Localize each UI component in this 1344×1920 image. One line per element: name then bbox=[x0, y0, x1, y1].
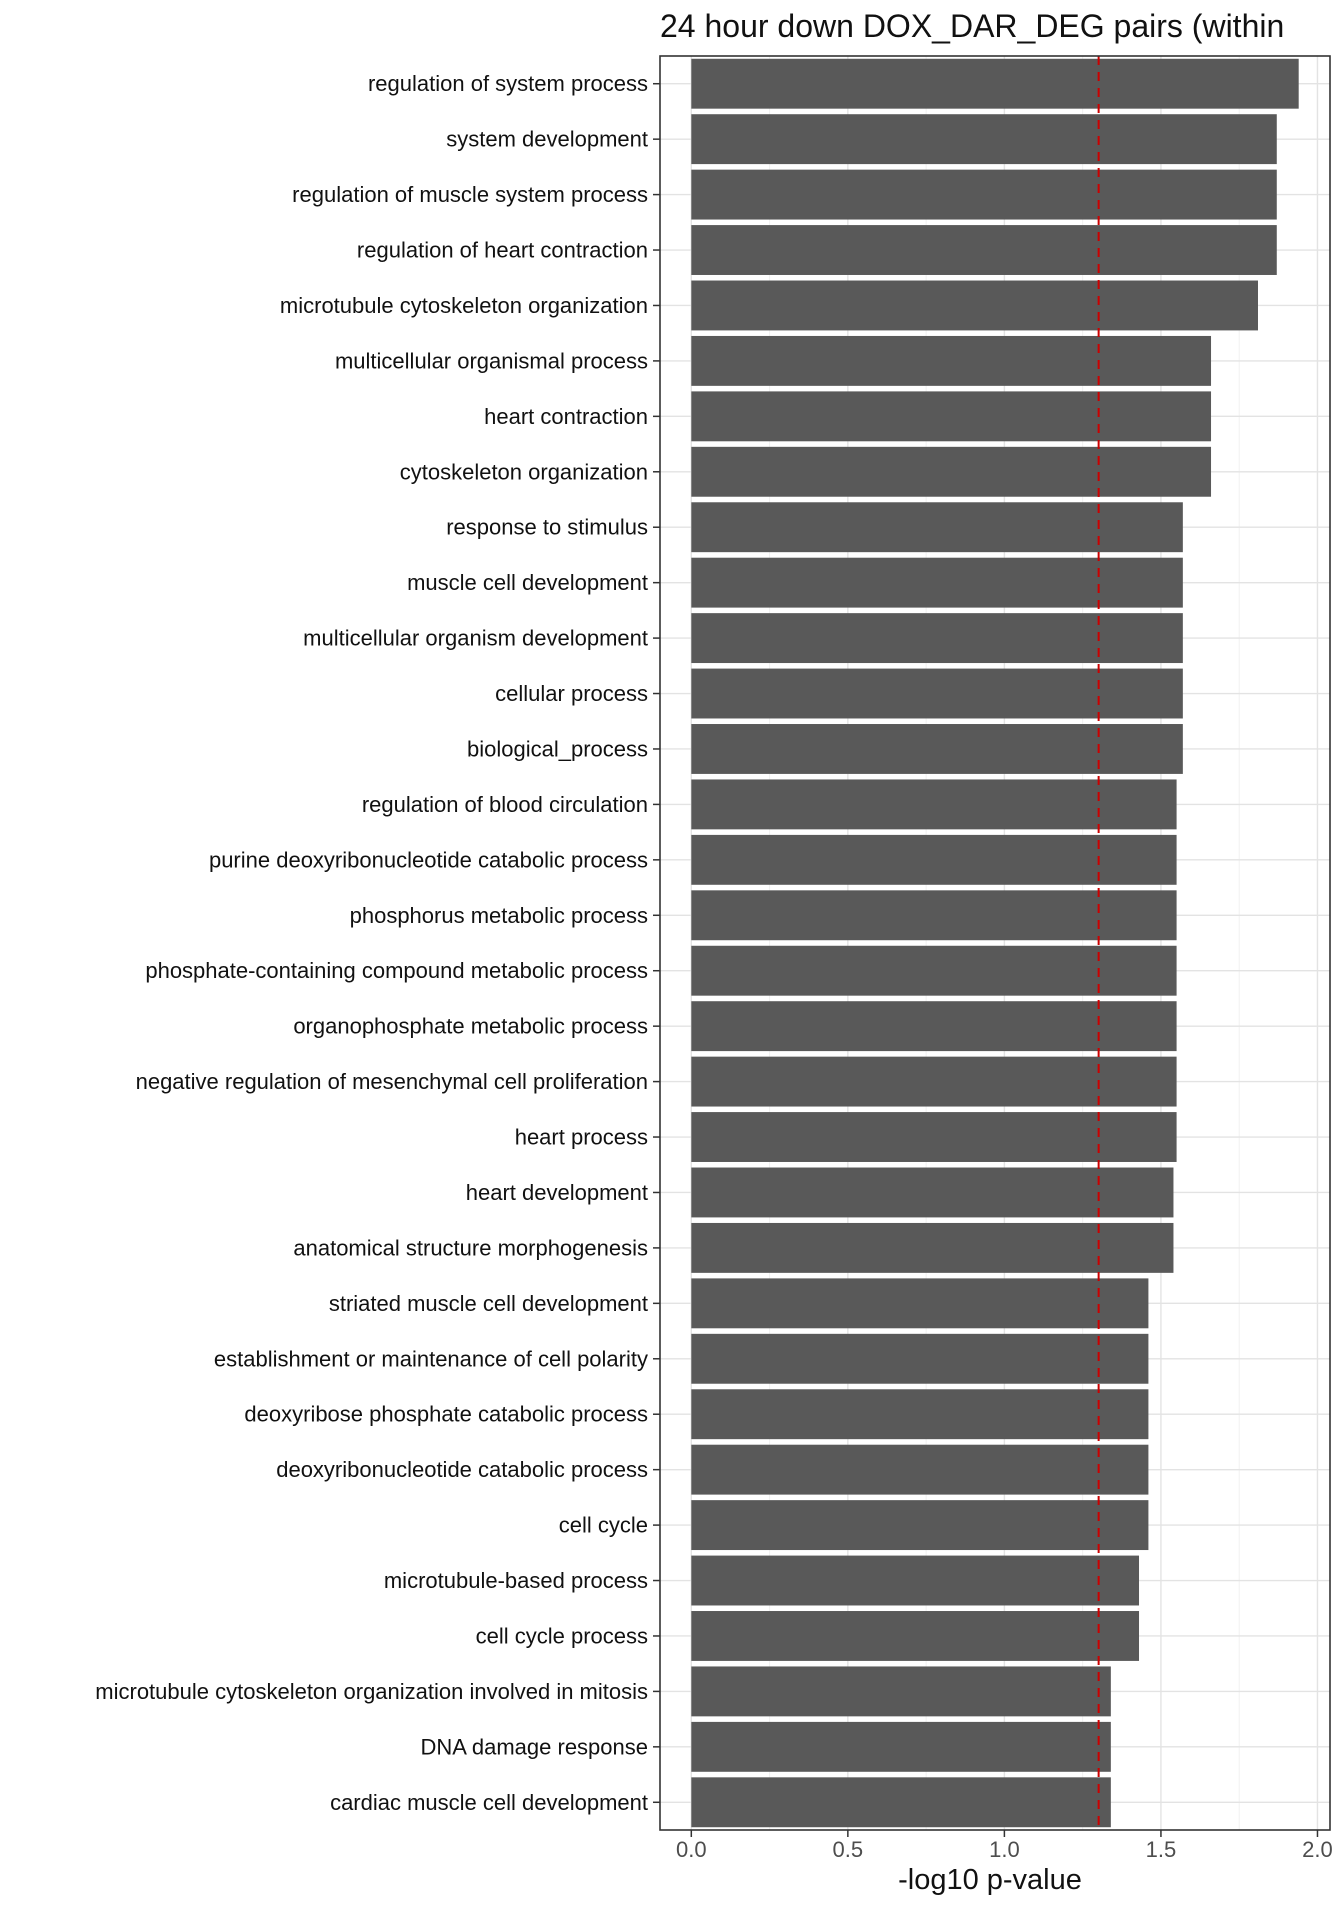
bar bbox=[691, 1721, 1111, 1772]
y-tick-label: striated muscle cell development bbox=[329, 1291, 648, 1316]
bar bbox=[691, 1001, 1177, 1052]
x-tick-label: 1.0 bbox=[989, 1837, 1020, 1862]
bar bbox=[691, 1611, 1140, 1661]
y-tick-label: regulation of system process bbox=[368, 71, 648, 96]
bar bbox=[691, 1555, 1140, 1606]
x-tick-label: 0.0 bbox=[676, 1837, 707, 1862]
x-tick-label: 1.5 bbox=[1146, 1837, 1177, 1862]
y-tick-label: microtubule-based process bbox=[384, 1568, 648, 1593]
y-tick-label: cardiac muscle cell development bbox=[330, 1790, 648, 1815]
bar bbox=[691, 557, 1183, 608]
bar bbox=[691, 58, 1299, 109]
y-tick-label: regulation of muscle system process bbox=[292, 182, 648, 207]
bar bbox=[691, 391, 1212, 442]
y-tick-label: muscle cell development bbox=[407, 570, 648, 595]
y-tick-label: phosphate-containing compound metabolic … bbox=[145, 958, 648, 983]
y-tick-label: negative regulation of mesenchymal cell … bbox=[136, 1069, 648, 1094]
y-tick-label: microtubule cytoskeleton organization bbox=[280, 293, 648, 318]
bar bbox=[691, 225, 1277, 275]
y-tick-label: heart process bbox=[515, 1125, 648, 1150]
bar bbox=[691, 114, 1277, 165]
bar bbox=[691, 613, 1183, 664]
y-tick-label: system development bbox=[446, 127, 648, 152]
y-tick-label: anatomical structure morphogenesis bbox=[293, 1235, 648, 1260]
bar bbox=[691, 1278, 1149, 1329]
bar bbox=[691, 169, 1277, 220]
bar bbox=[691, 446, 1212, 497]
bar bbox=[691, 1389, 1149, 1440]
bar bbox=[691, 1222, 1174, 1273]
bar bbox=[691, 1167, 1174, 1218]
bar bbox=[691, 1112, 1177, 1162]
bar bbox=[691, 945, 1177, 996]
bar bbox=[691, 1666, 1111, 1717]
y-tick-label: heart development bbox=[466, 1180, 648, 1205]
panel-border bbox=[659, 55, 1331, 1831]
y-tick-label: establishment or maintenance of cell pol… bbox=[214, 1346, 648, 1371]
y-tick-label: organophosphate metabolic process bbox=[293, 1014, 648, 1039]
y-tick-label: cellular process bbox=[495, 681, 648, 706]
bar bbox=[691, 724, 1183, 774]
y-tick-label: microtubule cytoskeleton organization in… bbox=[95, 1679, 648, 1704]
y-tick-label: regulation of heart contraction bbox=[357, 238, 648, 263]
bar bbox=[691, 280, 1258, 331]
y-tick-label: heart contraction bbox=[484, 404, 648, 429]
y-tick-label: purine deoxyribonucleotide catabolic pro… bbox=[209, 847, 648, 872]
bar bbox=[691, 834, 1177, 885]
chart-title: 24 hour down DOX_DAR_DEG pairs (within bbox=[660, 8, 1285, 44]
bar bbox=[691, 335, 1212, 386]
y-tick-label: deoxyribose phosphate catabolic process bbox=[244, 1402, 648, 1427]
y-tick-label: biological_process bbox=[467, 736, 648, 761]
y-tick-label: cell cycle bbox=[559, 1513, 648, 1538]
y-tick-label: phosphorus metabolic process bbox=[350, 903, 648, 928]
bar bbox=[691, 1056, 1177, 1107]
y-tick-label: multicellular organismal process bbox=[335, 348, 648, 373]
bar bbox=[691, 1777, 1111, 1828]
bar bbox=[691, 1500, 1149, 1551]
x-tick-label: 0.5 bbox=[833, 1837, 864, 1862]
x-tick-label: 2.0 bbox=[1302, 1837, 1333, 1862]
bar bbox=[691, 668, 1183, 719]
bar bbox=[691, 502, 1183, 553]
y-tick-label: cytoskeleton organization bbox=[400, 459, 648, 484]
bar bbox=[691, 1444, 1149, 1495]
y-tick-label: response to stimulus bbox=[446, 515, 648, 540]
y-tick-label: regulation of blood circulation bbox=[362, 792, 648, 817]
bar bbox=[691, 779, 1177, 830]
y-tick-label: cell cycle process bbox=[476, 1623, 648, 1648]
y-tick-label: DNA damage response bbox=[421, 1734, 648, 1759]
bar bbox=[691, 890, 1177, 941]
y-tick-label: deoxyribonucleotide catabolic process bbox=[276, 1457, 648, 1482]
x-axis-title: -log10 p-value bbox=[898, 1864, 1082, 1896]
y-tick-label: multicellular organism development bbox=[303, 626, 648, 651]
bar bbox=[691, 1333, 1149, 1384]
